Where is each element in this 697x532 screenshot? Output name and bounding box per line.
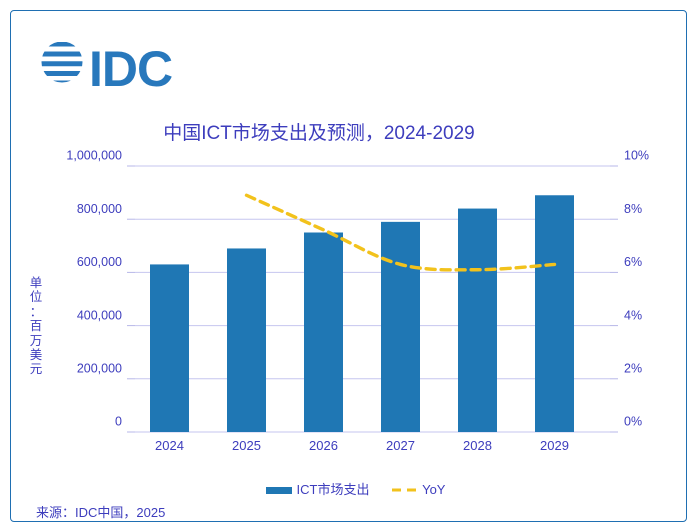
svg-text:400,000: 400,000 xyxy=(77,308,122,322)
svg-text:2029: 2029 xyxy=(540,438,569,450)
svg-text:IDC: IDC xyxy=(89,41,172,93)
svg-text:2026: 2026 xyxy=(309,438,338,450)
svg-text:2027: 2027 xyxy=(386,438,415,450)
svg-text:200,000: 200,000 xyxy=(77,362,122,376)
svg-text:2024: 2024 xyxy=(155,438,184,450)
svg-text:8%: 8% xyxy=(624,202,642,216)
svg-text:800,000: 800,000 xyxy=(77,202,122,216)
svg-text:6%: 6% xyxy=(624,255,642,269)
svg-text:2%: 2% xyxy=(624,362,642,376)
svg-text:0%: 0% xyxy=(624,415,642,429)
svg-text:2028: 2028 xyxy=(463,438,492,450)
svg-text:600,000: 600,000 xyxy=(77,255,122,269)
svg-text:10%: 10% xyxy=(624,150,649,163)
svg-text:1,000,000: 1,000,000 xyxy=(66,150,122,163)
svg-text:2025: 2025 xyxy=(232,438,261,450)
svg-text:4%: 4% xyxy=(624,308,642,322)
svg-text:0: 0 xyxy=(115,415,122,429)
